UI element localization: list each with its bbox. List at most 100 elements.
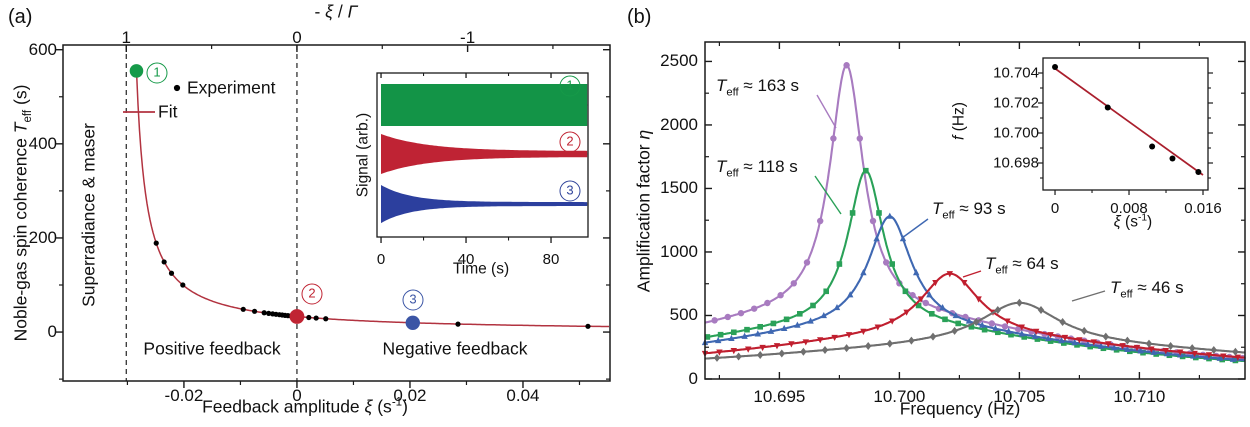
a_main-frame xyxy=(62,44,611,382)
experiment-point xyxy=(251,308,258,314)
inset-b-x-tick-label: 0.016 xyxy=(1184,200,1222,217)
inset-b-fit-line xyxy=(1054,67,1204,176)
experiment-point xyxy=(266,310,272,316)
curve-annotation-3: Teff ≈ 64 s xyxy=(985,254,1059,277)
annotation-leader-4 xyxy=(1071,290,1106,302)
a-x-tick-label: 0 xyxy=(292,386,302,405)
a-x-tick-label: 0.04 xyxy=(506,386,540,405)
experiment-point xyxy=(585,323,591,329)
inset-b-data-point xyxy=(1195,169,1202,175)
b-y-tick-label: 2500 xyxy=(660,51,698,71)
inset-a-y-axis-title: Signal (arb.) xyxy=(354,112,372,198)
panel-a-top-axis-title: - ξ / Γ xyxy=(314,1,358,22)
inset-b-data-point xyxy=(1169,155,1176,162)
inset-circled-number-2: 2 xyxy=(559,131,581,153)
annotation-leader-0 xyxy=(816,94,837,129)
signal-envelope-2 xyxy=(381,134,588,174)
a-y-tick-label: 0 xyxy=(47,322,57,342)
curve-annotation-4: Teff ≈ 46 s xyxy=(1110,278,1184,301)
inset-a-x-tick-label: 0 xyxy=(376,251,386,268)
panel-b-y-axis-title: Amplification factor η xyxy=(633,129,654,293)
inset-b-y-tick-label: 10.698 xyxy=(993,154,1039,172)
experiment-point xyxy=(240,306,246,312)
inset-circled-number-3: 3 xyxy=(559,180,581,202)
a-y-tick-label: 400 xyxy=(28,133,57,153)
experiment-point xyxy=(153,240,159,246)
panel-a-label: (a) xyxy=(8,6,33,28)
b-y-tick-label: 0 xyxy=(688,369,698,388)
panel-a-plot xyxy=(56,45,610,388)
experiment-point xyxy=(323,316,329,322)
legend-fit-label: Fit xyxy=(158,101,178,122)
panel-b-x-axis-title: Frequency (Hz) xyxy=(899,398,1021,419)
annotation-leader-3 xyxy=(962,270,982,278)
inset-b-x-tick-label: 0 xyxy=(1050,200,1060,217)
b-x-tick-label: 10.700 xyxy=(873,387,926,406)
panel-b-plot xyxy=(701,42,1246,380)
signal-envelope-3 xyxy=(381,185,588,224)
highlight-point-1 xyxy=(129,64,144,78)
b-y-tick-label: 500 xyxy=(669,305,698,325)
circled-number-3: 3 xyxy=(402,289,424,311)
circled-number-2: 2 xyxy=(301,283,323,305)
curve-annotation-1: Teff ≈ 118 s xyxy=(716,157,798,180)
inset-a-x-tick-label: 80 xyxy=(542,251,560,268)
negative-feedback-label: Negative feedback xyxy=(382,338,528,359)
inset-b-y-tick-label: 10.702 xyxy=(993,94,1039,112)
experiment-point xyxy=(261,310,267,316)
positive-feedback-label: Positive feedback xyxy=(143,338,281,359)
inset-circled-number-1: 1 xyxy=(559,75,581,97)
experiment-point xyxy=(455,321,461,327)
highlight-point-3 xyxy=(405,315,420,330)
series-46s xyxy=(704,298,1245,362)
inset-b-data-point xyxy=(1149,143,1156,150)
panel-a-inset xyxy=(377,73,588,243)
b_main-frame xyxy=(704,41,1246,380)
experiment-point xyxy=(306,314,312,321)
experiment-point xyxy=(161,259,167,265)
fit-curve xyxy=(135,70,609,328)
panel-b-inset xyxy=(1038,58,1213,195)
inset-b-x-tick-label: 0.008 xyxy=(1110,200,1148,217)
a-x-tick-label: -0.02 xyxy=(164,386,204,405)
legend-experiment-dot xyxy=(173,84,181,92)
b-x-tick-label: 10.710 xyxy=(1113,387,1166,406)
superradiance-region-label: Superradiance & maser xyxy=(78,123,99,307)
curve-annotation-0: Teff ≈ 163 s xyxy=(716,76,800,99)
panel-b-label: (b) xyxy=(627,6,652,28)
inset-a-x-tick-label: 40 xyxy=(457,251,475,268)
b-x-tick-label: 10.705 xyxy=(993,387,1046,406)
series-118s xyxy=(704,167,1245,364)
inset-b-data-point xyxy=(1052,64,1059,70)
b-y-tick-label: 2000 xyxy=(660,114,698,134)
a_inset-frame xyxy=(376,72,589,238)
circled-number-1: 1 xyxy=(146,62,168,84)
inset-a-x-axis-title: Time (s) xyxy=(452,260,510,278)
b_inset-frame xyxy=(1042,57,1209,191)
legend-experiment-label: Experiment xyxy=(187,77,276,98)
curve-annotation-2: Teff ≈ 93 s xyxy=(932,199,1006,222)
highlight-point-2 xyxy=(289,309,305,324)
inset-b-y-tick-label: 10.700 xyxy=(993,124,1039,142)
series-64s xyxy=(701,271,1245,361)
inset-b-data-point xyxy=(1104,104,1111,111)
panel-a-y-axis-title: Noble-gas spin coherence Teff (s) xyxy=(10,84,34,342)
series-line xyxy=(704,272,1245,359)
inset-b-y-tick-label: 10.704 xyxy=(993,64,1039,82)
annotation-leader-2 xyxy=(901,218,929,239)
a-x-tick-label: 0.02 xyxy=(393,386,427,405)
a-top-tick-label: -1 xyxy=(460,28,476,47)
signal-envelope-1 xyxy=(381,84,588,126)
inset-b-x-axis-title: ξ (s-1) xyxy=(1113,212,1153,231)
b-y-tick-label: 1000 xyxy=(660,241,698,261)
b-x-tick-label: 10.695 xyxy=(753,387,806,406)
annotation-leader-1 xyxy=(814,175,842,215)
a-y-tick-label: 600 xyxy=(28,39,57,59)
panel-a-x-axis-title: Feedback amplitude ξ (s-1) xyxy=(202,396,408,417)
a-top-tick-label: 0 xyxy=(292,28,302,47)
a-y-tick-label: 200 xyxy=(28,227,57,247)
experiment-point xyxy=(168,270,175,276)
experiment-point xyxy=(180,282,186,288)
